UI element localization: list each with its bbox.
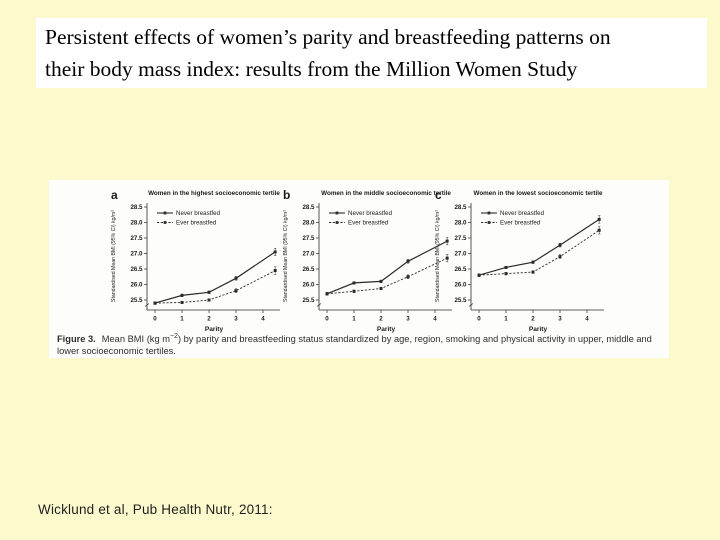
svg-text:0: 0 bbox=[325, 316, 329, 323]
title-line-1: Persistent effects of women’s parity and… bbox=[45, 25, 611, 49]
svg-text:b: b bbox=[283, 188, 290, 202]
svg-text:26.5: 26.5 bbox=[454, 266, 467, 273]
svg-text:Women in the middle socioecono: Women in the middle socioeconomic tertil… bbox=[321, 190, 451, 197]
svg-text:26.0: 26.0 bbox=[302, 282, 315, 289]
svg-text:Standardised Mean BMI (95% CI): Standardised Mean BMI (95% CI) kg/m² bbox=[283, 210, 289, 302]
svg-text:Ever breastfed: Ever breastfed bbox=[348, 220, 389, 227]
svg-text:2: 2 bbox=[379, 316, 383, 323]
svg-text:Standardised Mean BMI (95% CI): Standardised Mean BMI (95% CI) kg/m² bbox=[435, 210, 441, 302]
svg-text:28.0: 28.0 bbox=[130, 220, 143, 227]
chart-panel-middle-tertile: b Women in the middle socioeconomic terti… bbox=[279, 184, 457, 334]
title-line-2: their body mass index: results from the … bbox=[45, 56, 578, 81]
figure-caption-pre: Mean BMI (kg m bbox=[101, 334, 170, 345]
svg-text:Parity: Parity bbox=[377, 326, 396, 333]
svg-text:26.5: 26.5 bbox=[302, 266, 315, 273]
figure-image: a Women in the highest socioeconomic tert… bbox=[49, 180, 669, 358]
svg-text:4: 4 bbox=[433, 316, 437, 323]
svg-text:26.5: 26.5 bbox=[130, 266, 143, 273]
svg-text:Never breastfed: Never breastfed bbox=[176, 210, 221, 217]
chart-panel-highest-tertile: a Women in the highest socioeconomic tert… bbox=[107, 184, 285, 334]
chart-svg: a Women in the highest socioeconomic tert… bbox=[111, 188, 280, 333]
svg-text:1: 1 bbox=[180, 316, 184, 323]
figure-caption-post: ) by parity and breastfeeding status sta… bbox=[57, 334, 652, 357]
svg-text:0: 0 bbox=[153, 316, 157, 323]
svg-text:Standardised Mean BMI (95% CI): Standardised Mean BMI (95% CI) kg/m² bbox=[111, 210, 117, 302]
svg-text:28.5: 28.5 bbox=[454, 204, 467, 211]
svg-text:Ever breastfed: Ever breastfed bbox=[176, 220, 217, 227]
svg-text:4: 4 bbox=[585, 316, 589, 323]
svg-text:1: 1 bbox=[504, 316, 508, 323]
svg-text:2: 2 bbox=[207, 316, 211, 323]
chart-panel-lowest-tertile: c Women in the lowest socioeconomic terti… bbox=[431, 184, 609, 334]
svg-text:27.0: 27.0 bbox=[130, 251, 143, 258]
svg-text:a: a bbox=[111, 188, 118, 202]
figure-caption: Figure 3. Mean BMI (kg m−2) by parity and… bbox=[57, 332, 655, 357]
chart-svg: b Women in the middle socioeconomic terti… bbox=[283, 188, 452, 333]
chart-svg: c Women in the lowest socioeconomic terti… bbox=[435, 188, 604, 333]
svg-text:3: 3 bbox=[406, 316, 410, 323]
svg-text:28.0: 28.0 bbox=[454, 220, 467, 227]
svg-text:1: 1 bbox=[352, 316, 356, 323]
svg-text:c: c bbox=[435, 188, 442, 202]
slide-title: Persistent effects of women’s parity and… bbox=[36, 18, 707, 88]
svg-text:Never breastfed: Never breastfed bbox=[348, 210, 393, 217]
svg-text:26.0: 26.0 bbox=[130, 282, 143, 289]
svg-text:28.5: 28.5 bbox=[130, 204, 143, 211]
figure-caption-sup: −2 bbox=[169, 333, 178, 340]
svg-text:28.5: 28.5 bbox=[302, 204, 315, 211]
svg-text:Women in the highest socioecon: Women in the highest socioeconomic terti… bbox=[148, 190, 280, 197]
svg-text:Parity: Parity bbox=[205, 326, 224, 333]
svg-text:27.5: 27.5 bbox=[454, 235, 467, 242]
svg-text:4: 4 bbox=[261, 316, 265, 323]
svg-text:25.5: 25.5 bbox=[454, 297, 467, 304]
citation: Wicklund et al, Pub Health Nutr, 2011: bbox=[38, 502, 273, 517]
svg-text:3: 3 bbox=[234, 316, 238, 323]
svg-text:Ever breastfed: Ever breastfed bbox=[500, 220, 541, 227]
svg-text:27.5: 27.5 bbox=[302, 235, 315, 242]
svg-text:25.5: 25.5 bbox=[302, 297, 315, 304]
svg-text:27.5: 27.5 bbox=[130, 235, 143, 242]
svg-text:28.0: 28.0 bbox=[302, 220, 315, 227]
svg-text:Never breastfed: Never breastfed bbox=[500, 210, 545, 217]
svg-text:27.0: 27.0 bbox=[302, 251, 315, 258]
svg-text:25.5: 25.5 bbox=[130, 297, 143, 304]
svg-text:0: 0 bbox=[477, 316, 481, 323]
svg-text:26.0: 26.0 bbox=[454, 282, 467, 289]
figure-caption-label: Figure 3. bbox=[57, 334, 96, 345]
svg-text:Women in the lowest socioecono: Women in the lowest socioeconomic tertil… bbox=[474, 190, 603, 197]
svg-text:Parity: Parity bbox=[529, 326, 548, 333]
svg-text:2: 2 bbox=[531, 316, 535, 323]
svg-text:3: 3 bbox=[558, 316, 562, 323]
svg-text:27.0: 27.0 bbox=[454, 251, 467, 258]
